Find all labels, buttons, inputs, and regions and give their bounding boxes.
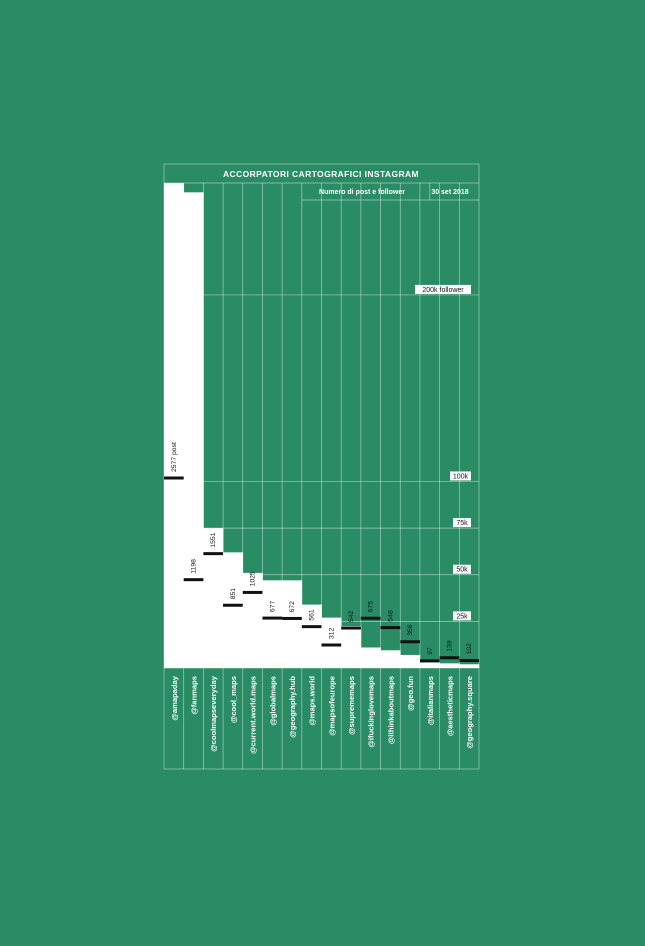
follower-bars bbox=[164, 183, 480, 669]
post-label: 851 bbox=[230, 588, 237, 600]
bar-aestheticmaps bbox=[439, 663, 460, 668]
post-marker bbox=[183, 578, 204, 582]
post-marker bbox=[400, 640, 420, 644]
category-label: @maps.world bbox=[308, 676, 317, 726]
bar-italianmaps bbox=[419, 662, 440, 668]
post-label: 1025 bbox=[250, 571, 257, 586]
post-marker bbox=[321, 643, 342, 647]
category-label: @geo.fun bbox=[406, 676, 415, 711]
category-label: @ifuckinglovemaps bbox=[367, 676, 376, 748]
category-label: @italianmaps bbox=[426, 676, 435, 725]
tick-label-bg bbox=[453, 518, 471, 528]
bar-fanmaps bbox=[183, 192, 204, 669]
bar-geographysquare bbox=[459, 664, 480, 668]
post-marker bbox=[341, 626, 361, 630]
bar-coolmapseveryday bbox=[203, 528, 224, 668]
tick-label: 200k follower bbox=[422, 287, 464, 294]
tick-label-bg bbox=[453, 564, 471, 574]
bar-geographyhub bbox=[282, 580, 303, 668]
category-label: @ithinkaboutmaps bbox=[386, 676, 395, 744]
post-label: 542 bbox=[348, 610, 355, 622]
category-label: @geography.hub bbox=[288, 676, 297, 738]
chart-title: ACCORPATORI CARTOGRAFICI INSTAGRAM bbox=[223, 169, 419, 179]
category-label: @aestheticmaps bbox=[445, 676, 454, 736]
category-label: @amapaday bbox=[170, 675, 179, 720]
category-label: @mapsofeurope bbox=[327, 676, 336, 736]
post-marker bbox=[203, 552, 224, 556]
post-label: 2577 post bbox=[171, 442, 178, 472]
category-labels: @amapaday @fanmaps @coolmapseveryday @cool_… bbox=[170, 675, 474, 754]
bar-mapsofeurope bbox=[321, 617, 342, 668]
grid-lines bbox=[163, 163, 480, 770]
bar-ifuckinglovemaps bbox=[360, 647, 381, 668]
post-label: 675 bbox=[368, 601, 375, 613]
category-label: @suprememaps bbox=[347, 676, 356, 735]
category-label: @coolmapseveryday bbox=[209, 675, 218, 752]
chart-subtitle: Numero di post e follower bbox=[319, 189, 405, 196]
bar-ithinkaboutmaps bbox=[380, 650, 401, 668]
tick-label: 75k bbox=[456, 520, 468, 527]
tick-label: 50k bbox=[456, 567, 468, 574]
follower-tick-labels: 25k 50k 75k 100k 200k follower bbox=[415, 284, 471, 621]
category-label: @cool_maps bbox=[229, 676, 238, 723]
post-marker bbox=[164, 476, 184, 480]
category-label: @fanmaps bbox=[190, 676, 199, 715]
category-label: @geography.square bbox=[465, 676, 474, 749]
post-marker bbox=[360, 616, 381, 620]
bar-globalmaps bbox=[262, 580, 283, 668]
post-label: 97 bbox=[427, 647, 434, 655]
bar-suprememaps bbox=[341, 626, 362, 668]
post-label: 356 bbox=[407, 624, 414, 636]
bar-geofun bbox=[400, 654, 421, 668]
post-marker bbox=[242, 590, 263, 594]
post-label: 102 bbox=[466, 643, 473, 655]
post-marker bbox=[223, 603, 243, 607]
post-marker bbox=[459, 658, 479, 662]
post-label: 561 bbox=[309, 609, 316, 621]
bar-mapsworld bbox=[301, 604, 322, 668]
post-label: 677 bbox=[269, 601, 276, 613]
post-marker bbox=[262, 616, 283, 620]
tick-label-bg bbox=[453, 611, 471, 621]
post-labels: 2577 post 1198 1551 851 1025 677 672 561 312 542 6… bbox=[171, 442, 473, 655]
chart-header: ACCORPATORI CARTOGRAFICI INSTAGRAM Numer… bbox=[223, 169, 469, 196]
category-label: @globalmaps bbox=[268, 676, 277, 726]
category-label: @current.world.maps bbox=[249, 676, 258, 754]
bar-currentworldmaps bbox=[242, 572, 263, 668]
chart-date: 30 set 2018 bbox=[431, 189, 468, 196]
tick-label: 100k bbox=[453, 473, 469, 480]
post-label: 139 bbox=[446, 640, 453, 652]
post-marker bbox=[282, 616, 302, 620]
bar-coolmaps bbox=[223, 552, 244, 668]
post-label: 1551 bbox=[210, 532, 217, 547]
post-label: 1198 bbox=[191, 559, 198, 574]
post-label: 312 bbox=[328, 627, 335, 639]
post-marker bbox=[419, 659, 440, 663]
post-marker bbox=[439, 656, 460, 660]
tick-label-bg bbox=[450, 471, 471, 481]
tick-label-bg bbox=[415, 284, 471, 294]
bar-amapaday bbox=[164, 183, 184, 668]
post-marker bbox=[301, 625, 322, 629]
post-label: 672 bbox=[289, 601, 296, 613]
post-markers bbox=[164, 476, 479, 663]
post-label: 548 bbox=[387, 610, 394, 622]
tick-label: 25k bbox=[456, 613, 468, 620]
post-marker bbox=[380, 626, 401, 630]
